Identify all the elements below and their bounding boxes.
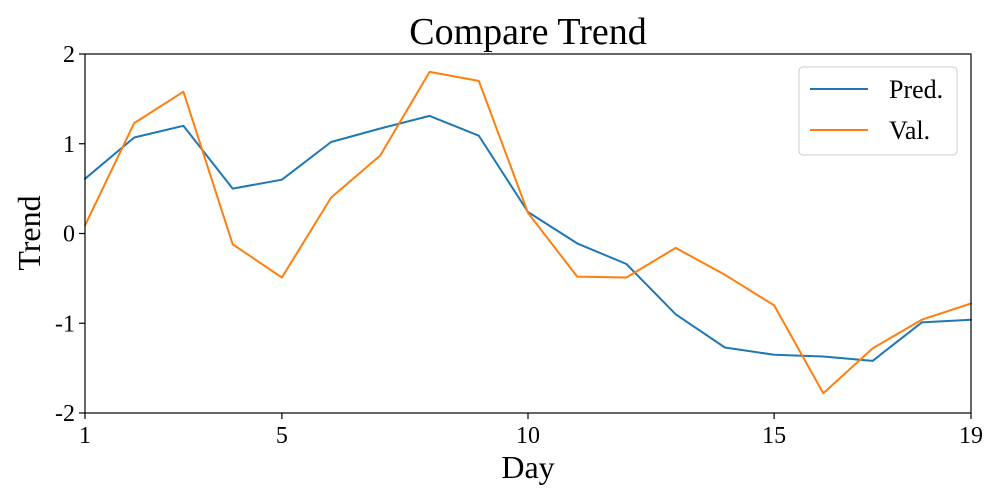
series-layer bbox=[84, 70, 972, 395]
y-tick-label: 2 bbox=[63, 42, 75, 68]
x-tick-label: 5 bbox=[276, 423, 288, 449]
y-tick-label: 0 bbox=[63, 222, 75, 248]
y-axis-label: Trend bbox=[11, 195, 47, 270]
x-tick-label: 1 bbox=[79, 423, 91, 449]
x-tick-label: 10 bbox=[516, 423, 540, 449]
x-tick-label: 19 bbox=[959, 423, 983, 449]
legend: Pred. Val. bbox=[798, 66, 958, 156]
y-tick-label: 1 bbox=[63, 132, 75, 158]
y-axis: -2 -1 0 1 2 bbox=[55, 42, 85, 427]
legend-label-0: Pred. bbox=[889, 75, 943, 104]
y-tick-label: -1 bbox=[55, 311, 75, 337]
x-tick-label: 15 bbox=[762, 423, 786, 449]
x-axis: 1 5 10 15 19 bbox=[79, 413, 983, 449]
y-tick-label: -2 bbox=[55, 401, 75, 427]
legend-label-1: Val. bbox=[889, 116, 930, 145]
chart-title: Compare Trend bbox=[409, 11, 647, 53]
series-line-1 bbox=[84, 70, 972, 395]
x-axis-label: Day bbox=[501, 449, 554, 485]
